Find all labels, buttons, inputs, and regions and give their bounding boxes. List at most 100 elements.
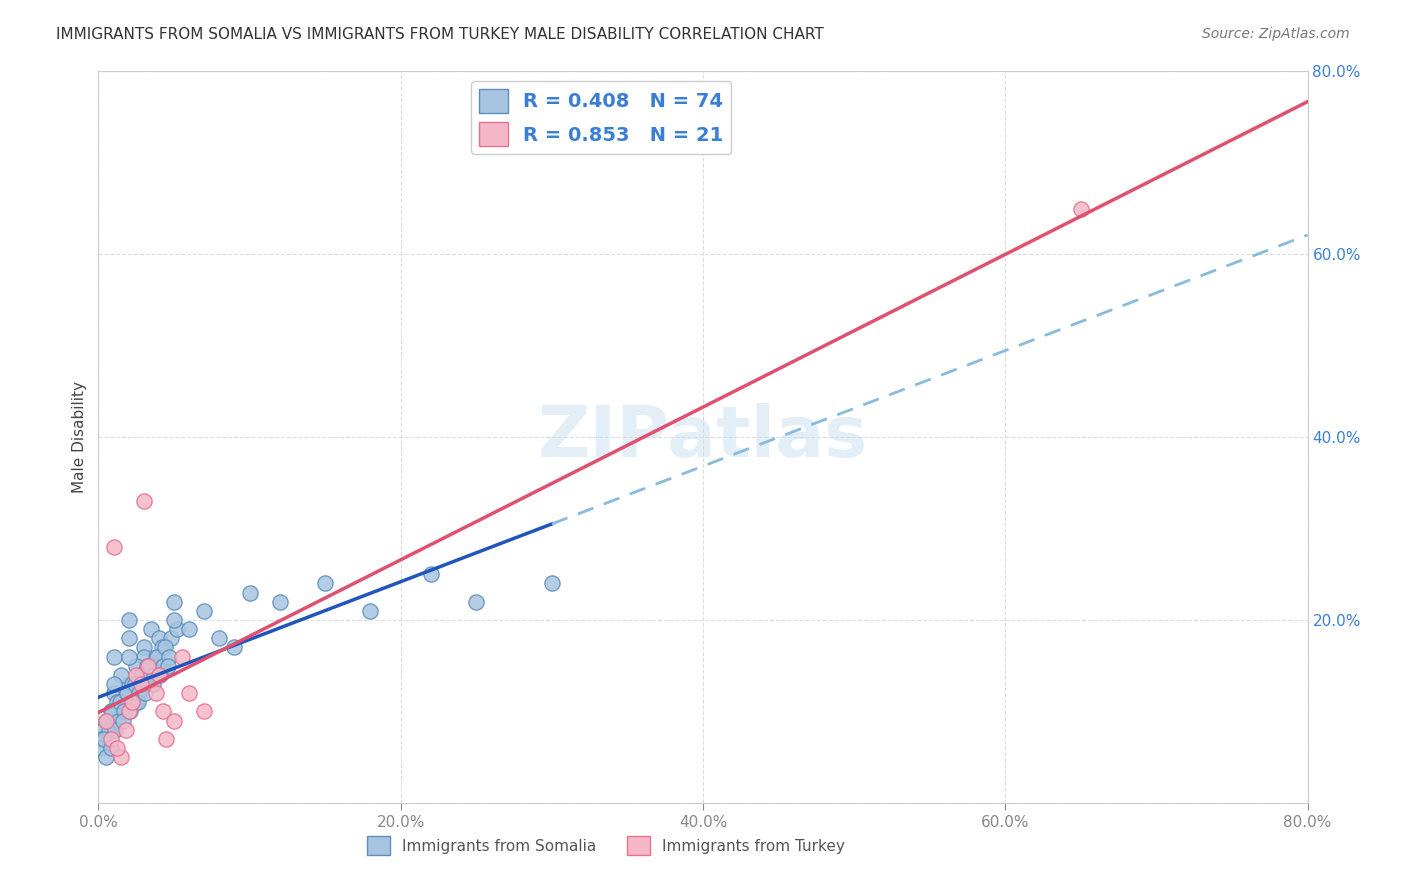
Point xyxy=(96,714,118,728)
Point xyxy=(120,705,142,719)
Text: Source: ZipAtlas.com: Source: ZipAtlas.com xyxy=(1202,27,1350,41)
Point xyxy=(146,649,169,664)
Point xyxy=(124,677,146,691)
Point xyxy=(105,695,128,709)
Point xyxy=(122,695,145,709)
Point xyxy=(94,750,117,764)
Point xyxy=(132,494,155,508)
Point xyxy=(148,667,170,681)
Point xyxy=(156,658,179,673)
Point xyxy=(148,632,170,646)
Point xyxy=(193,604,215,618)
Point xyxy=(94,714,117,728)
Point xyxy=(150,640,173,655)
Point xyxy=(107,714,129,728)
Point xyxy=(103,649,125,664)
Point xyxy=(118,613,141,627)
Point xyxy=(103,677,125,691)
Point xyxy=(166,622,188,636)
Point xyxy=(121,695,143,709)
Point xyxy=(110,750,132,764)
Point xyxy=(104,723,127,737)
Point xyxy=(121,677,143,691)
Point xyxy=(239,585,262,599)
Point xyxy=(132,667,155,681)
Point xyxy=(125,658,148,673)
Point xyxy=(1070,202,1092,216)
Point xyxy=(314,576,336,591)
Point xyxy=(136,658,159,673)
Point xyxy=(152,658,174,673)
Point xyxy=(139,658,162,673)
Point xyxy=(89,740,111,755)
Point xyxy=(131,667,153,681)
Point xyxy=(103,540,125,554)
Point xyxy=(540,576,562,591)
Point xyxy=(100,705,122,719)
Point xyxy=(145,649,167,664)
Point xyxy=(170,649,193,664)
Point xyxy=(114,686,136,700)
Point xyxy=(149,667,172,681)
Point xyxy=(132,649,155,664)
Point xyxy=(148,658,170,673)
Point xyxy=(125,695,148,709)
Point xyxy=(465,594,488,608)
Point xyxy=(153,640,176,655)
Point xyxy=(118,649,141,664)
Point xyxy=(136,677,159,691)
Point xyxy=(114,723,136,737)
Point xyxy=(142,677,165,691)
Point xyxy=(91,723,114,737)
Point xyxy=(128,686,150,700)
Point xyxy=(160,632,183,646)
Y-axis label: Male Disability: Male Disability xyxy=(72,381,87,493)
Point xyxy=(134,686,156,700)
Text: IMMIGRANTS FROM SOMALIA VS IMMIGRANTS FROM TURKEY MALE DISABILITY CORRELATION CH: IMMIGRANTS FROM SOMALIA VS IMMIGRANTS FR… xyxy=(56,27,824,42)
Point xyxy=(420,567,443,582)
Point xyxy=(141,622,163,636)
Point xyxy=(100,731,122,746)
Point xyxy=(125,667,148,681)
Point xyxy=(105,740,128,755)
Legend: Immigrants from Somalia, Immigrants from Turkey: Immigrants from Somalia, Immigrants from… xyxy=(361,830,852,861)
Point xyxy=(135,658,157,673)
Point xyxy=(159,649,181,664)
Point xyxy=(110,705,132,719)
Point xyxy=(208,632,231,646)
Point xyxy=(152,705,174,719)
Point xyxy=(110,667,132,681)
Point xyxy=(103,723,125,737)
Point xyxy=(143,667,166,681)
Point xyxy=(127,695,149,709)
Point xyxy=(224,640,246,655)
Point xyxy=(98,723,121,737)
Point xyxy=(112,705,135,719)
Point xyxy=(111,714,134,728)
Point xyxy=(90,731,112,746)
Point xyxy=(100,740,122,755)
Point xyxy=(163,714,186,728)
Point xyxy=(163,594,186,608)
Point xyxy=(118,705,141,719)
Point xyxy=(155,731,177,746)
Point xyxy=(94,714,117,728)
Point xyxy=(101,705,124,719)
Text: ZIPatlas: ZIPatlas xyxy=(538,402,868,472)
Point xyxy=(118,677,141,691)
Point xyxy=(129,667,152,681)
Point xyxy=(163,613,186,627)
Point xyxy=(179,622,201,636)
Point xyxy=(145,686,167,700)
Point xyxy=(179,686,201,700)
Point xyxy=(108,695,131,709)
Point xyxy=(118,632,141,646)
Point xyxy=(132,640,155,655)
Point xyxy=(193,705,215,719)
Point xyxy=(360,604,382,618)
Point xyxy=(93,731,115,746)
Point xyxy=(129,677,152,691)
Point xyxy=(269,594,291,608)
Point xyxy=(115,686,138,700)
Point xyxy=(103,686,125,700)
